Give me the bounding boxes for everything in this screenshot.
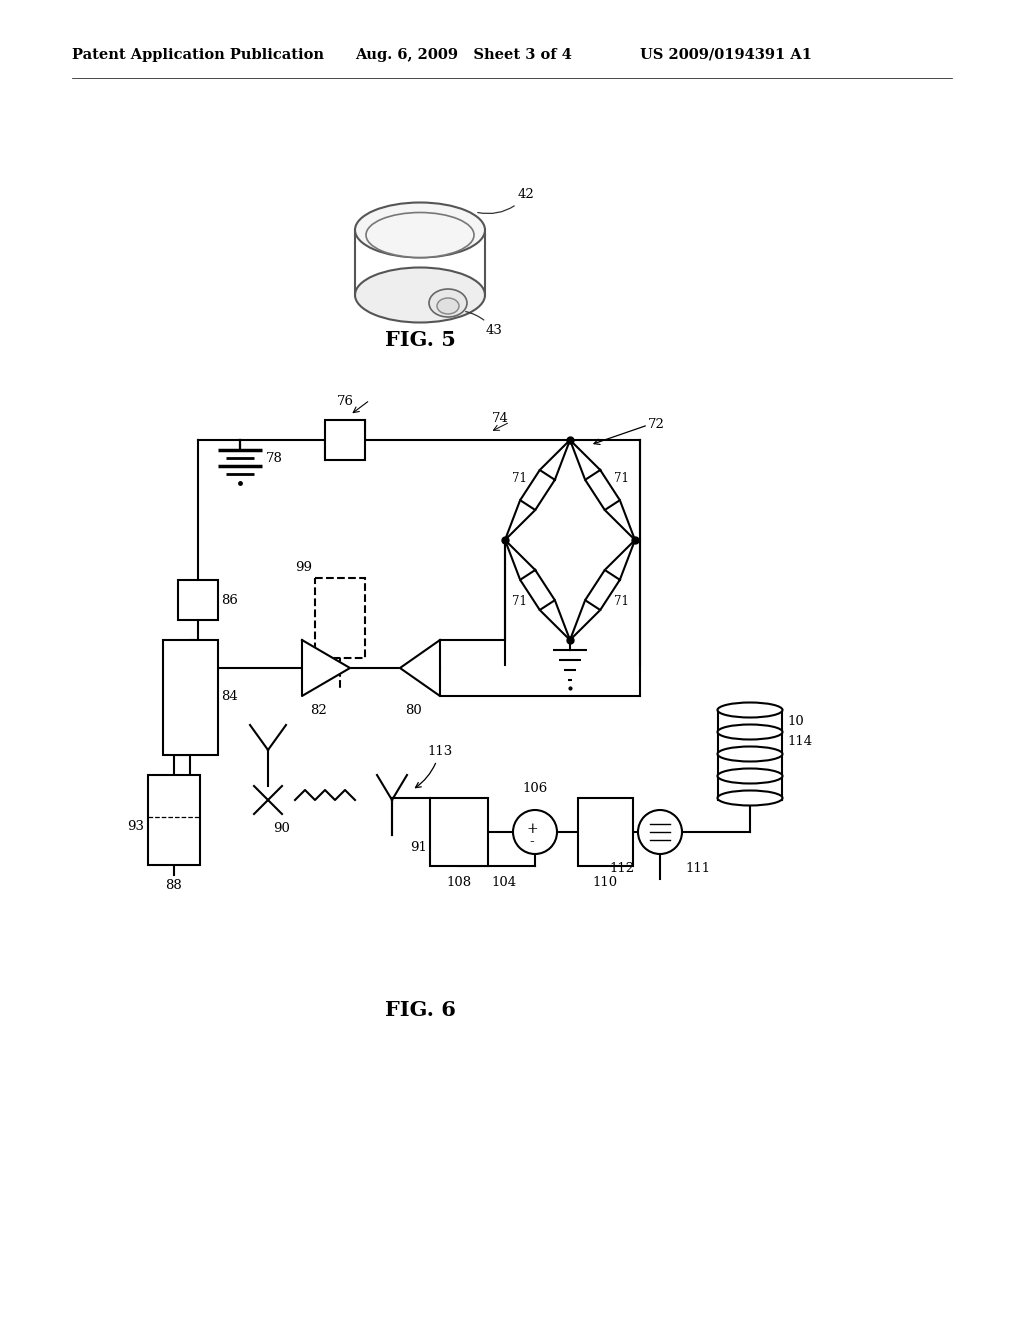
Polygon shape <box>585 570 620 610</box>
Text: 71: 71 <box>613 471 629 484</box>
Ellipse shape <box>429 289 467 317</box>
Text: 111: 111 <box>685 862 710 875</box>
Text: 78: 78 <box>266 451 283 465</box>
Text: 71: 71 <box>512 471 526 484</box>
Polygon shape <box>520 470 555 510</box>
Text: 42: 42 <box>478 189 535 214</box>
FancyBboxPatch shape <box>325 420 365 459</box>
Text: 114: 114 <box>787 735 812 748</box>
Text: 76: 76 <box>337 395 353 408</box>
Ellipse shape <box>437 298 459 314</box>
Text: 91: 91 <box>411 841 427 854</box>
Text: 80: 80 <box>406 704 422 717</box>
FancyBboxPatch shape <box>430 799 488 866</box>
Text: -: - <box>529 836 535 849</box>
Text: 84: 84 <box>221 690 238 704</box>
Polygon shape <box>302 640 350 696</box>
Ellipse shape <box>718 725 782 739</box>
Text: 82: 82 <box>310 704 327 717</box>
Text: 110: 110 <box>593 876 617 888</box>
Text: 108: 108 <box>446 876 472 888</box>
Text: 112: 112 <box>610 862 635 875</box>
Ellipse shape <box>366 213 474 257</box>
Text: 71: 71 <box>512 595 526 609</box>
Text: FIG. 5: FIG. 5 <box>385 330 456 350</box>
Text: 90: 90 <box>273 822 290 836</box>
FancyBboxPatch shape <box>315 578 365 657</box>
Polygon shape <box>520 570 555 610</box>
FancyBboxPatch shape <box>178 579 218 620</box>
Ellipse shape <box>718 747 782 762</box>
Text: 74: 74 <box>492 412 509 425</box>
FancyBboxPatch shape <box>578 799 633 866</box>
FancyBboxPatch shape <box>148 775 200 865</box>
Text: Aug. 6, 2009   Sheet 3 of 4: Aug. 6, 2009 Sheet 3 of 4 <box>355 48 571 62</box>
Ellipse shape <box>718 768 782 784</box>
Circle shape <box>513 810 557 854</box>
Text: Patent Application Publication: Patent Application Publication <box>72 48 324 62</box>
Text: 88: 88 <box>166 879 182 892</box>
Text: US 2009/0194391 A1: US 2009/0194391 A1 <box>640 48 812 62</box>
Polygon shape <box>585 470 620 510</box>
FancyBboxPatch shape <box>163 640 218 755</box>
Text: 104: 104 <box>490 876 516 888</box>
Text: 113: 113 <box>416 744 453 788</box>
Ellipse shape <box>718 791 782 805</box>
Text: FIG. 6: FIG. 6 <box>385 1001 456 1020</box>
Text: +: + <box>526 822 538 836</box>
Ellipse shape <box>718 702 782 718</box>
Text: 86: 86 <box>221 594 238 606</box>
Text: 99: 99 <box>295 561 312 574</box>
Ellipse shape <box>355 202 485 257</box>
Ellipse shape <box>355 268 485 322</box>
Polygon shape <box>400 640 440 696</box>
Text: 10: 10 <box>787 715 804 729</box>
Text: 93: 93 <box>127 821 144 833</box>
Text: 71: 71 <box>613 595 629 609</box>
Circle shape <box>638 810 682 854</box>
Text: 106: 106 <box>522 781 548 795</box>
Text: 72: 72 <box>648 418 665 432</box>
Text: 43: 43 <box>466 312 503 338</box>
